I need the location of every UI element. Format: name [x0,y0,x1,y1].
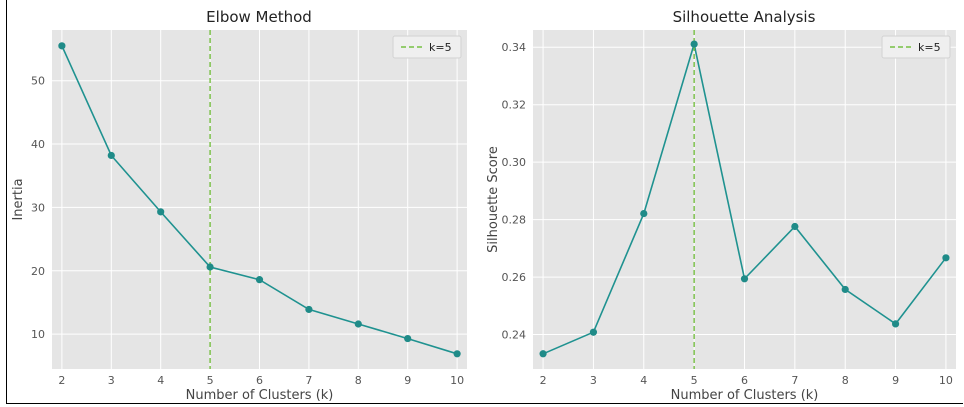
silhouette-y-tick-label: 0.30 [502,156,527,169]
elbow-data-point [107,151,115,160]
elbow-x-tick-label: 5 [207,374,214,387]
silhouette-data-point [539,350,547,358]
silhouette-y-tick-label: 0.26 [502,271,527,284]
silhouette-data-point [891,320,900,328]
figure-frame [6,0,963,404]
elbow-chart: Elbow Method 2 3 4 5 6 7 8 9 10 10 20 30 40 50 Number o… [11,8,467,403]
elbow-x-axis-label: Number of Clusters (k) [186,388,334,403]
silhouette-title: Silhouette Analysis [673,8,816,26]
elbow-legend-box [392,35,462,59]
elbow-data-point [305,305,313,314]
silhouette-data-point [589,328,598,336]
silhouette-x-tick-label: 3 [590,374,597,387]
silhouette-data-point [690,40,698,48]
silhouette-data-point [942,254,950,262]
elbow-x-tick-label: 3 [108,374,115,387]
elbow-data-point [58,42,66,50]
silhouette-x-tick-label: 5 [691,374,698,387]
elbow-y-tick-label: 20 [31,265,45,278]
elbow-data-point [255,276,264,284]
silhouette-data-point [640,209,648,218]
elbow-data-point [404,334,412,343]
elbow-x-tick-label: 4 [157,374,164,387]
elbow-x-tick-label: 2 [58,374,65,387]
elbow-data-point [354,320,362,328]
silhouette-y-axis-label: Silhouette Score [486,146,501,253]
silhouette-data-point [740,275,749,283]
elbow-data-point [206,263,214,271]
silhouette-x-tick-label: 10 [939,374,953,387]
elbow-title: Elbow Method [206,8,312,26]
elbow-y-tick-label: 40 [31,138,45,151]
silhouette-x-tick-label: 7 [791,374,798,387]
silhouette-y-tick-label: 0.34 [502,41,527,54]
elbow-x-tick-label: 7 [305,374,312,387]
silhouette-x-tick-label: 6 [741,374,748,387]
silhouette-data-point [841,285,849,294]
silhouette-legend-label: k=5 [918,41,941,54]
silhouette-legend: k=5 [881,35,951,59]
elbow-x-tick-label: 10 [450,374,464,387]
silhouette-chart: Silhouette Analysis 2 3 4 5 6 7 8 9 10 0.24 0.26 0.2… [486,8,956,403]
elbow-x-tick-label: 8 [355,374,362,387]
elbow-y-tick-label: 30 [31,201,45,214]
silhouette-x-axis-label: Number of Clusters (k) [671,388,819,403]
silhouette-data-point [791,222,799,231]
elbow-data-point [453,350,461,358]
elbow-data-point [157,208,165,216]
elbow-y-tick-label: 10 [31,328,45,341]
elbow-x-tick-label: 9 [404,374,411,387]
silhouette-x-tick-label: 9 [892,374,899,387]
silhouette-x-tick-label: 8 [842,374,849,387]
silhouette-y-tick-label: 0.28 [502,214,527,227]
silhouette-legend-box [881,35,951,59]
elbow-x-tick-label: 6 [256,374,263,387]
elbow-legend: k=5 [392,35,462,59]
silhouette-y-tick-label: 0.24 [502,329,527,342]
silhouette-x-tick-label: 4 [640,374,647,387]
elbow-legend-label: k=5 [429,41,452,54]
elbow-y-tick-label: 50 [31,75,45,88]
silhouette-x-tick-label: 2 [540,374,547,387]
silhouette-y-tick-label: 0.32 [502,99,527,112]
elbow-y-axis-label: Inertia [11,178,26,220]
